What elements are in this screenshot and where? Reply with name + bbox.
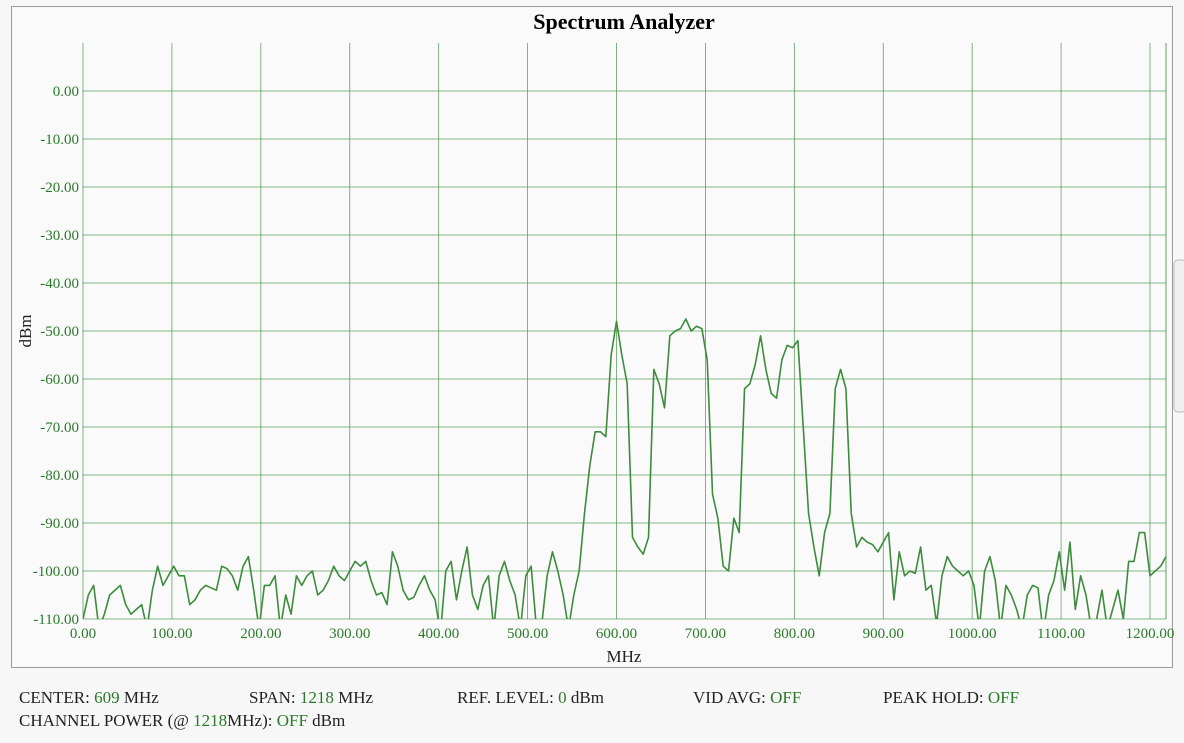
y-tick-label: -60.00	[40, 372, 79, 388]
y-tick-label: -20.00	[40, 180, 79, 196]
x-tick-label: 200.00	[240, 626, 281, 642]
label: PEAK HOLD:	[883, 688, 984, 707]
plot	[83, 318, 1166, 619]
value: 609	[94, 688, 120, 707]
x-tick-label: 900.00	[863, 626, 904, 642]
x-tick-label: 700.00	[685, 626, 726, 642]
y-tick-label: -110.00	[33, 612, 79, 628]
label: CENTER:	[19, 688, 90, 707]
y-tick-label: -90.00	[40, 516, 79, 532]
value: 1218	[299, 688, 334, 707]
value: OFF	[987, 688, 1020, 707]
x-tick-label: 300.00	[329, 626, 370, 642]
y-tick-label: -100.00	[33, 564, 79, 580]
y-tick-label: -80.00	[40, 468, 79, 484]
label: VID AVG:	[693, 688, 766, 707]
y-tick-label: -10.00	[40, 132, 79, 148]
value: 0	[558, 688, 567, 707]
x-tick-label: 100.00	[151, 626, 192, 642]
status-item: REF. LEVEL: 0 dBm	[457, 688, 604, 708]
x-tick-label: 1200.00	[1126, 626, 1175, 642]
label: SPAN:	[249, 688, 296, 707]
value: 1218	[193, 711, 228, 730]
y-tick-label: -50.00	[40, 324, 79, 340]
x-tick-label: 600.00	[596, 626, 637, 642]
status-item: CENTER: 609 MHz	[19, 688, 159, 708]
status-item: SPAN: 1218 MHz	[249, 688, 373, 708]
channel-power: CHANNEL POWER (@ 1218MHz): OFF dBm	[19, 711, 345, 731]
label: MHz):	[227, 711, 273, 730]
y-tick-label: 0.00	[53, 84, 79, 100]
x-tick-label: 1000.00	[948, 626, 997, 642]
x-tick-label: 1100.00	[1037, 626, 1085, 642]
label: REF. LEVEL:	[457, 688, 554, 707]
status-item: PEAK HOLD: OFF	[883, 688, 1019, 708]
unit: dBm	[312, 711, 346, 730]
value: OFF	[276, 711, 308, 730]
x-axis-label: MHz	[607, 647, 642, 666]
x-tick-label: 400.00	[418, 626, 459, 642]
y-tick-label: -30.00	[40, 228, 79, 244]
y-axis-label: dBm	[16, 314, 35, 347]
spectrum-line	[83, 318, 1166, 619]
scrollbar	[1173, 259, 1184, 413]
x-tick-label: 800.00	[774, 626, 815, 642]
x-tick-label: 500.00	[507, 626, 548, 642]
unit: MHz	[338, 688, 374, 707]
label: CHANNEL POWER (@	[19, 711, 189, 730]
value: OFF	[770, 688, 802, 707]
grid: 0.00 -10.00 -20.00 -30.00 -40.00 -50.00 -60.00…	[33, 43, 1175, 642]
chart: Spectrum Analyzer MHz dBm 0.00 -10.00 -20.…	[11, 6, 1184, 668]
y-tick-label: -40.00	[40, 276, 79, 292]
y-tick-label: -70.00	[40, 420, 79, 436]
chart-title: Spectrum Analyzer	[533, 9, 715, 34]
x-tick-label: 0.00	[70, 626, 96, 642]
unit: dBm	[570, 688, 604, 707]
chart-frame	[11, 6, 1173, 668]
unit: MHz	[123, 688, 159, 707]
status-item: VID AVG: OFF	[693, 688, 801, 708]
